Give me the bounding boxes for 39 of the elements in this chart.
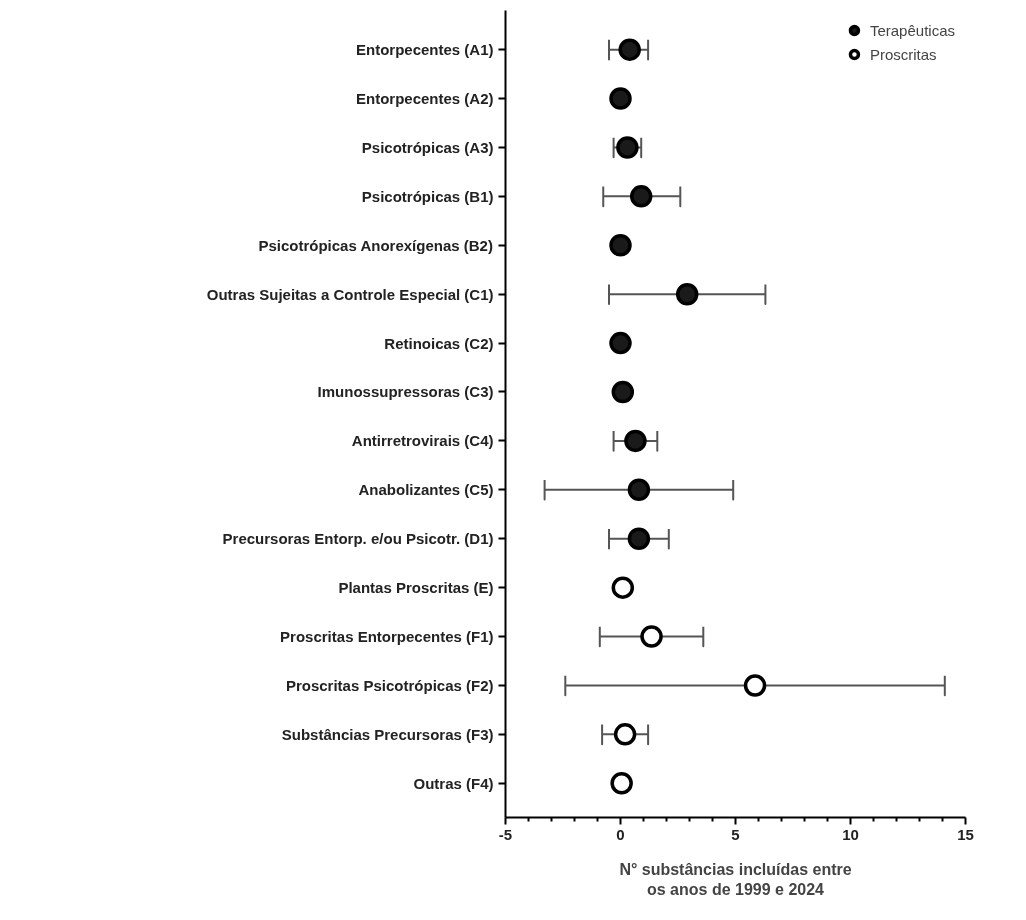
x-tick-label: 0 [616,825,625,843]
y-tick-label: Entorpecentes (A1) [355,41,494,59]
point [609,331,632,355]
point [640,625,663,648]
point [627,478,651,502]
point [675,282,699,306]
y-tick-label: Imunossupressoras (C3) [317,383,494,401]
x-tick-label: 15 [957,825,974,843]
point [618,38,641,61]
y-tick-label: Psicotrópicas Anorexígenas (B2) [258,236,493,254]
point [609,87,632,110]
y-tick-label: Psicotrópicas (B1) [361,187,494,205]
y-tick-label: Psicotrópicas (A3) [361,138,494,156]
legend-label: Terapêuticas [869,21,955,39]
x-tick-label: 10 [842,825,859,843]
point [609,234,632,257]
point [624,429,647,453]
point [629,185,653,208]
point [627,527,651,550]
x-tick-label: 5 [731,825,740,843]
legend-label: Proscritas [869,45,937,63]
y-tick-label: Outras Sujeitas a Controle Especial (C1) [206,285,494,303]
point [611,576,635,599]
y-tick-label: Precursoras Entorp. e/ou Psicotr. (D1) [222,530,494,548]
y-tick-label: Plantas Proscritas (E) [338,579,494,597]
y-tick-label: Anabolizantes (C5) [358,481,494,499]
y-tick-label: Entorpecentes (A2) [355,90,494,108]
y-tick-label: Antirretrovirais (C4) [351,432,494,450]
y-tick-label: Proscritas Psicotrópicas (F2) [285,676,494,694]
y-tick-label: Retinoicas (C2) [384,334,494,352]
y-tick-label: Substâncias Precursoras (F3) [281,725,494,743]
y-tick-label: Outras (F4) [413,774,494,792]
y-tick-label: Proscritas Entorpecentes (F1) [280,628,494,646]
x-tick-label: -5 [498,825,513,843]
x-axis-title: N° substâncias incluídas entre os anos de 1999 e 2024 [619,860,852,898]
point [610,772,633,795]
point [613,723,637,746]
point [611,380,635,404]
point [743,674,767,697]
